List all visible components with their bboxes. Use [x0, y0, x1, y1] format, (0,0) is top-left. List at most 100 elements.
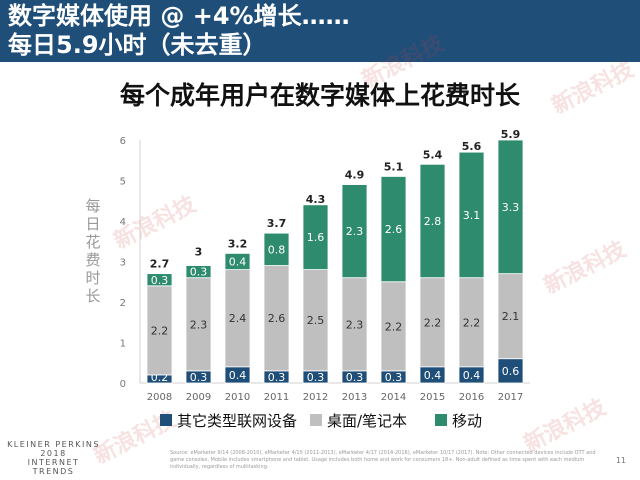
y-axis-label-char: 时	[85, 269, 100, 287]
data-label: 0.6	[502, 365, 520, 378]
bar-segment	[497, 139, 524, 275]
kpcb-logo: KLEINER PERKINS 2018 INTERNET TRENDS	[6, 440, 101, 476]
logo-line2: 2018	[40, 449, 67, 458]
data-label: 0.3	[268, 371, 286, 384]
slide-title: 数字媒体使用 @ +4%增长…… 每日5.9小时（未去重）	[8, 2, 350, 60]
bar-segment	[302, 204, 329, 271]
y-tick-label: 1	[120, 339, 126, 350]
data-label: 0.4	[229, 369, 247, 382]
total-label: 4.3	[306, 193, 326, 206]
data-label: 0.3	[190, 266, 208, 279]
y-tick-label: 6	[120, 136, 126, 147]
chart-title: 每个成年用户在数字媒体上花费时长	[119, 81, 520, 110]
bar-segment	[224, 252, 251, 270]
data-label: 2.6	[385, 223, 403, 236]
legend-item: 其它类型联网设备	[160, 408, 297, 432]
y-tick-label: 5	[120, 177, 126, 188]
data-label: 2.3	[190, 318, 208, 331]
y-axis-label-char: 费	[85, 251, 100, 269]
data-label: 2.2	[424, 316, 442, 329]
total-label: 5.1	[384, 160, 404, 173]
chart-legend: 其它类型联网设备 桌面/笔记本 移动	[160, 408, 640, 432]
data-label: 2.1	[502, 310, 520, 323]
bar-segment	[497, 358, 524, 384]
bar-segment	[380, 176, 407, 283]
data-label: 0.3	[385, 371, 403, 384]
y-axis-label-char: 长	[85, 287, 100, 305]
x-tick-label: 2017	[498, 392, 523, 403]
data-label: 2.5	[307, 314, 325, 327]
slide-title-line1: 数字媒体使用 @ +4%增长……	[8, 2, 350, 30]
data-label: 2.4	[229, 312, 247, 325]
bar-segment	[380, 281, 407, 372]
slide-title-line2: 每日5.9小时（未去重）	[8, 31, 267, 59]
total-label: 5.9	[501, 128, 521, 141]
bar-segment	[419, 163, 446, 279]
data-label: 0.4	[229, 256, 247, 269]
total-label: 2.7	[150, 258, 170, 271]
bar-segment	[341, 277, 368, 372]
x-tick-label: 2009	[186, 392, 211, 403]
bar-segment	[185, 277, 212, 372]
y-axis-label-char: 每	[85, 197, 100, 215]
bar-segment	[341, 184, 368, 279]
header-band: 数字媒体使用 @ +4%增长…… 每日5.9小时（未去重）	[0, 0, 640, 62]
bar-segment	[419, 277, 446, 368]
x-tick-label: 2016	[459, 392, 484, 403]
data-label: 0.3	[151, 274, 169, 287]
total-label: 5.4	[423, 148, 443, 161]
x-tick-label: 2010	[225, 392, 250, 403]
bar-segment	[224, 269, 251, 368]
legend-label: 其它类型联网设备	[177, 411, 298, 430]
data-label: 0.3	[307, 371, 325, 384]
total-label: 3.2	[228, 237, 248, 250]
x-tick-label: 2011	[264, 392, 289, 403]
data-label: 0.8	[268, 243, 286, 256]
y-tick-label: 0	[120, 379, 126, 390]
legend-label: 移动	[452, 411, 483, 430]
legend-swatch	[310, 414, 322, 426]
total-label: 3.7	[267, 217, 287, 230]
bar-segment	[263, 232, 290, 266]
y-axis-label-char: 日	[85, 215, 100, 233]
legend-item: 移动	[435, 408, 482, 432]
data-label: 0.3	[190, 371, 208, 384]
bar-segment	[146, 273, 173, 287]
logo-line3: INTERNET TRENDS	[27, 458, 80, 476]
data-label: 0.3	[346, 371, 364, 384]
data-label: 0.4	[463, 369, 481, 382]
data-label: 1.6	[307, 231, 325, 244]
y-tick-label: 4	[120, 217, 126, 228]
y-tick-label: 3	[120, 258, 126, 269]
legend-item: 桌面/笔记本	[310, 408, 407, 432]
y-axis-label-char: 花	[85, 233, 100, 251]
data-label: 2.2	[151, 324, 169, 337]
data-label: 2.6	[268, 312, 286, 325]
data-label: 3.3	[502, 201, 520, 214]
total-label: 5.6	[462, 140, 482, 153]
data-label: 3.1	[463, 209, 481, 222]
legend-swatch	[160, 414, 172, 426]
bar-segment	[185, 265, 212, 279]
x-tick-label: 2008	[147, 392, 172, 403]
x-tick-label: 2012	[303, 392, 328, 403]
total-label: 3	[195, 246, 203, 259]
page-number: 11	[615, 456, 626, 465]
data-label: 2.3	[346, 225, 364, 238]
legend-swatch	[435, 414, 447, 426]
logo-line1: KLEINER PERKINS	[7, 440, 100, 449]
data-label: 2.2	[463, 316, 481, 329]
x-tick-label: 2015	[420, 392, 445, 403]
bar-segment	[458, 151, 485, 279]
source-note: Source: eMarketer 9/14 (2008-2010), eMar…	[170, 450, 596, 470]
x-tick-label: 2013	[342, 392, 367, 403]
data-label: 0.4	[424, 369, 442, 382]
data-label: 2.3	[346, 318, 364, 331]
total-label: 4.9	[345, 169, 365, 182]
data-label: 2.2	[385, 320, 403, 333]
x-tick-label: 2014	[381, 392, 406, 403]
legend-label: 桌面/笔记本	[327, 411, 408, 430]
y-tick-label: 2	[120, 298, 126, 309]
data-label: 2.8	[424, 215, 442, 228]
